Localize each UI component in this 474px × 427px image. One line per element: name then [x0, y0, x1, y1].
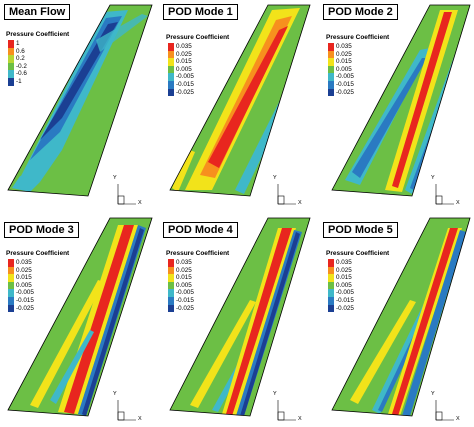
- legend-level: 0.025: [336, 266, 352, 274]
- legend-title: Pressure Coefficient: [6, 31, 70, 38]
- legend-level: -0.025: [336, 88, 354, 96]
- axis-label-y: Y: [113, 175, 117, 181]
- legend-level: 0.035: [336, 43, 352, 50]
- legend-level: -0.025: [176, 304, 194, 312]
- legend-level: -0.015: [176, 296, 194, 304]
- legend-level: 0.005: [176, 281, 192, 289]
- legend-level: 0.025: [176, 50, 192, 58]
- legend-level: -0.025: [176, 88, 194, 96]
- axis-label-y: Y: [431, 391, 435, 397]
- legend-level: 0.015: [176, 274, 192, 282]
- legend-level: -0.005: [336, 73, 354, 81]
- axis-triad-3: [117, 400, 136, 421]
- axis-label-x: X: [138, 416, 142, 422]
- legend-level: 0.025: [336, 50, 352, 58]
- legend-level: -0.005: [176, 73, 194, 81]
- axis-label-y: Y: [273, 175, 277, 181]
- axis-label-x: X: [456, 200, 460, 206]
- legend-title: Pressure Coefficient: [326, 34, 390, 41]
- legend-level: -0.005: [336, 289, 354, 297]
- axis-label-y: Y: [431, 175, 435, 181]
- legend-level: -0.005: [176, 289, 194, 297]
- legend-level: 0.035: [336, 259, 352, 266]
- wing-contour-pod-mode-2: [331, 4, 471, 197]
- wing-contour-mean-flow: [7, 4, 153, 197]
- axis-label-x: X: [456, 416, 460, 422]
- legend-level: 0.035: [176, 43, 192, 50]
- legend-title: Pressure Coefficient: [326, 250, 390, 257]
- legend-pod-mode-3: 0.035 0.025 0.015 0.005 -0.005 -0.015 -0…: [8, 259, 34, 313]
- axis-triad-2: [435, 184, 454, 205]
- wing-contour-pod-mode-3: [7, 217, 153, 417]
- panel-title-pod-mode-3: POD Mode 3: [4, 222, 79, 238]
- legend-title: Pressure Coefficient: [166, 34, 230, 41]
- axis-label-x: X: [298, 416, 302, 422]
- legend-level: 0.2: [16, 55, 25, 63]
- legend-level: 0.015: [336, 58, 352, 66]
- legend-level: -0.025: [336, 304, 354, 312]
- wing-contour-pod-mode-1: [169, 4, 311, 197]
- legend-level: 0.005: [336, 281, 352, 289]
- legend-level: -0.015: [16, 296, 34, 304]
- legend-title: Pressure Coefficient: [166, 250, 230, 257]
- legend-level: -0.025: [16, 304, 34, 312]
- legend-level: 0.035: [16, 259, 32, 266]
- axis-label-y: Y: [273, 391, 277, 397]
- legend-level: 1: [16, 40, 20, 47]
- legend-level: -0.2: [16, 62, 27, 70]
- axis-label-x: X: [298, 200, 302, 206]
- panel-title-pod-mode-5: POD Mode 5: [323, 222, 398, 238]
- legend-level: 0.005: [336, 65, 352, 73]
- legend-level: -0.015: [336, 80, 354, 88]
- legend-pod-mode-5: 0.035 0.025 0.015 0.005 -0.005 -0.015 -0…: [328, 259, 354, 313]
- legend-level: 0.015: [336, 274, 352, 282]
- panel-title-pod-mode-4: POD Mode 4: [163, 222, 238, 238]
- legend-level: -0.005: [16, 289, 34, 297]
- legend-level: 0.035: [176, 259, 192, 266]
- legend-level: -1: [16, 77, 22, 85]
- panel-title-pod-mode-2: POD Mode 2: [323, 4, 398, 20]
- panel-title-pod-mode-1: POD Mode 1: [163, 4, 238, 20]
- legend-level: 0.015: [176, 58, 192, 66]
- wing-contour-pod-mode-4: [169, 217, 311, 417]
- legend-pod-mode-1: 0.035 0.025 0.015 0.005 -0.005 -0.015 -0…: [168, 43, 194, 97]
- legend-title: Pressure Coefficient: [6, 250, 70, 257]
- legend-level: 0.025: [176, 266, 192, 274]
- panel-title-mean-flow: Mean Flow: [4, 4, 71, 20]
- legend-level: 0.005: [176, 65, 192, 73]
- axis-triad-0: [117, 184, 136, 205]
- legend-level: 0.015: [16, 274, 32, 282]
- legend-level: 0.6: [16, 47, 25, 55]
- axis-triad-1: [277, 184, 296, 205]
- axis-label-x: X: [138, 200, 142, 206]
- legend-pod-mode-4: 0.035 0.025 0.015 0.005 -0.005 -0.015 -0…: [168, 259, 194, 313]
- legend-level: 0.005: [16, 281, 32, 289]
- legend-level: -0.015: [176, 80, 194, 88]
- legend-level: -0.6: [16, 70, 27, 78]
- legend-pod-mode-2: 0.035 0.025 0.015 0.005 -0.005 -0.015 -0…: [328, 43, 354, 97]
- legend-level: 0.025: [16, 266, 32, 274]
- axis-triad-5: [435, 400, 454, 421]
- legend-level: -0.015: [336, 296, 354, 304]
- wing-contour-pod-mode-5: [331, 217, 471, 417]
- axis-label-y: Y: [113, 391, 117, 397]
- legend-mean-flow: 1 0.6 0.2 -0.2 -0.6 -1: [8, 40, 27, 86]
- axis-triad-4: [277, 400, 296, 421]
